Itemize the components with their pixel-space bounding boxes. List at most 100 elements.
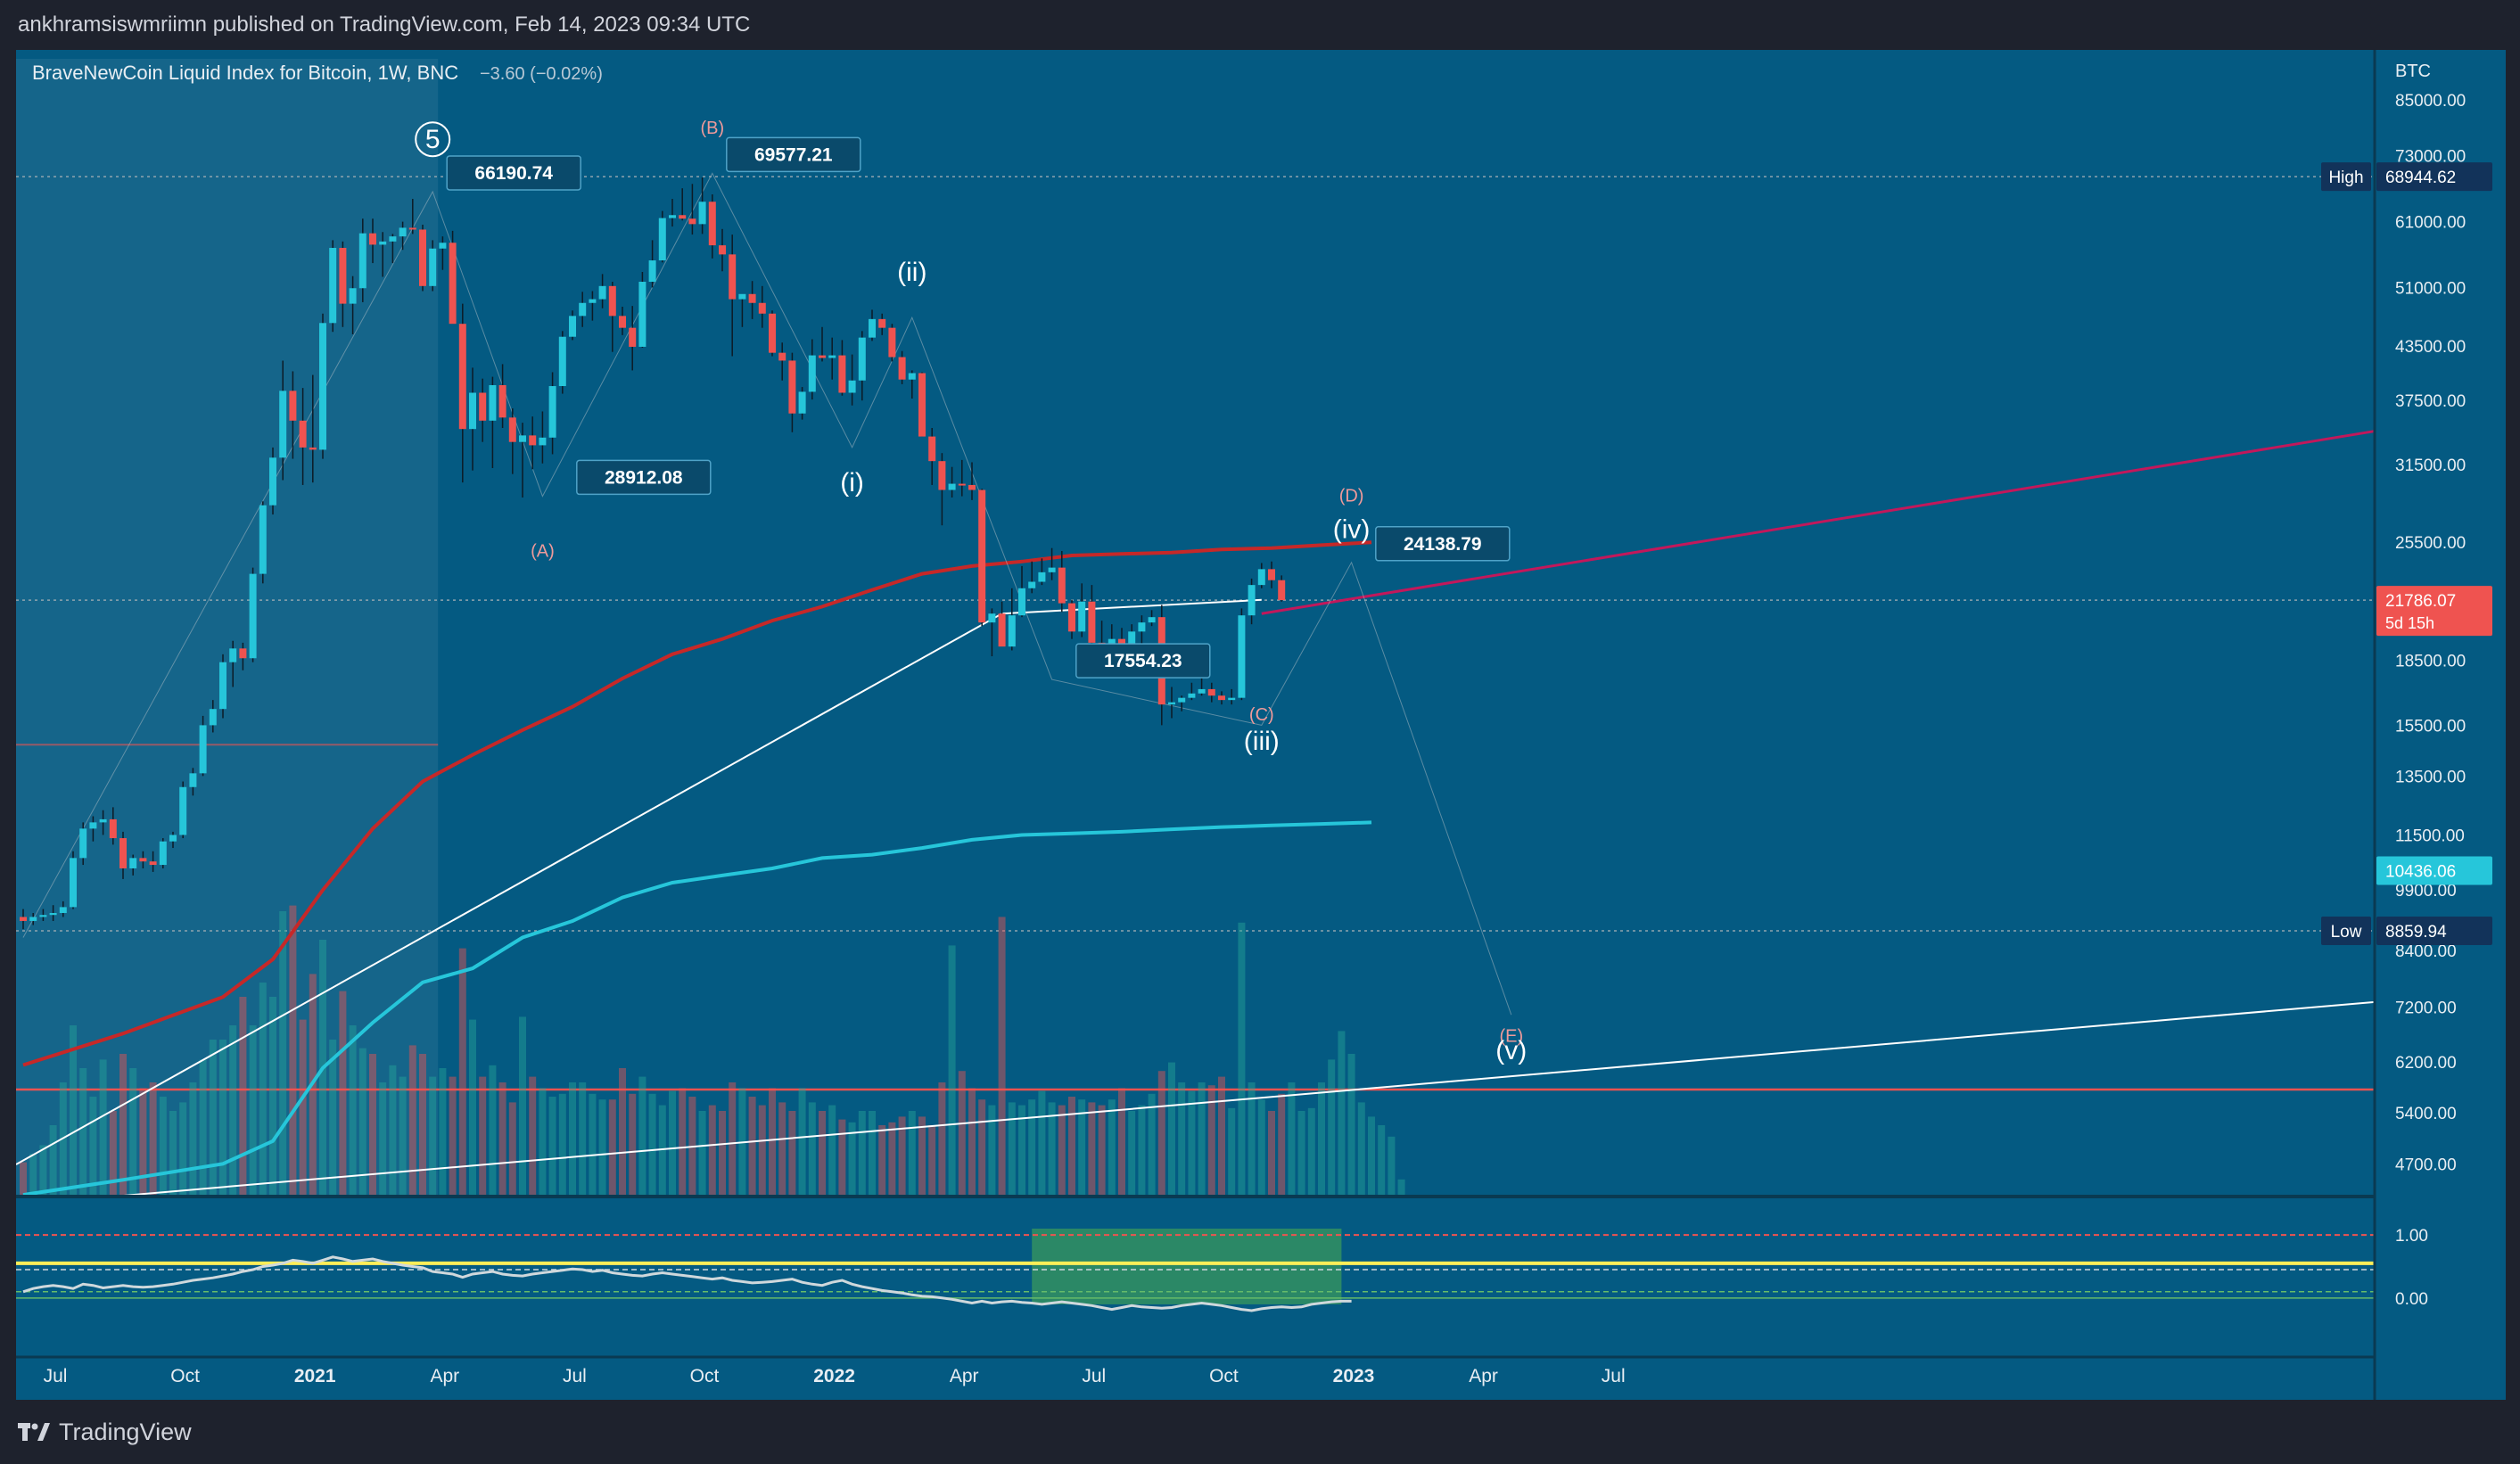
candle-body <box>109 818 117 839</box>
wave-label: (i) <box>840 468 864 498</box>
candle-body <box>589 299 597 303</box>
candle-body <box>79 828 87 859</box>
candle-body <box>229 648 237 662</box>
volume-bar <box>498 1082 506 1197</box>
volume-bar <box>129 1068 137 1197</box>
price-callout: 69577.21 <box>726 136 861 173</box>
candle-body <box>948 483 956 490</box>
volume-bar <box>529 1076 537 1197</box>
candle-body <box>379 241 387 245</box>
wave-label: (v) <box>1495 1036 1527 1065</box>
volume-bar <box>389 1065 397 1197</box>
price-tick-label: 6200.00 <box>2395 1054 2457 1073</box>
ma-value-marker-value: 10436.06 <box>2385 862 2456 881</box>
wave-label: (B) <box>700 119 724 138</box>
oscillator-line <box>22 1255 1352 1312</box>
price-tick-label: 37500.00 <box>2395 392 2466 411</box>
volume-bar <box>179 1102 187 1197</box>
volume-bar <box>39 1145 47 1197</box>
volume-bar <box>508 1102 516 1197</box>
candle-body <box>439 243 447 249</box>
candle-body <box>269 457 276 506</box>
volume-bar <box>1228 1107 1236 1197</box>
tradingview-logo[interactable]: TradingView <box>18 1414 192 1450</box>
volume-bar <box>918 1116 926 1197</box>
wave-label: (ii) <box>897 258 926 287</box>
volume-bar <box>449 1076 457 1197</box>
high-marker: High 68944.62 <box>2321 162 2492 192</box>
candle-body <box>1248 585 1256 616</box>
price-chart[interactable]: 66190.74 69577.21 28912.08 17554.23 24138.79… <box>15 50 2506 1400</box>
volume-bar <box>778 1102 786 1197</box>
chart-area[interactable]: 66190.74 69577.21 28912.08 17554.23 24138.79… <box>15 50 2506 1400</box>
shaded-zone <box>16 59 439 1197</box>
volume-bar <box>1198 1082 1206 1197</box>
volume-bar <box>548 1097 556 1197</box>
high-marker-tag <box>2321 162 2371 192</box>
candle-body <box>928 436 936 462</box>
ma-cyan-line <box>22 820 1372 1197</box>
candle-body <box>608 285 616 317</box>
volume-bar <box>1018 1105 1025 1197</box>
candle-body <box>498 384 506 418</box>
volume-bar <box>1357 1102 1365 1197</box>
candle-body <box>199 725 207 774</box>
callout-text: 66190.74 <box>474 163 553 184</box>
volume-bar <box>648 1093 656 1197</box>
volume-bar <box>769 1088 776 1197</box>
candle-body <box>1178 697 1186 703</box>
volume-bar <box>1207 1085 1215 1197</box>
volume-bar <box>569 1082 576 1197</box>
candle-body <box>489 384 497 421</box>
candle-body <box>508 417 516 442</box>
candle-body <box>669 215 676 218</box>
candle-body <box>149 861 157 866</box>
volume-bar <box>1178 1082 1186 1197</box>
callout-text: 24138.79 <box>1404 534 1482 555</box>
candle-body <box>408 227 416 230</box>
last-price-marker: 21786.07 5d 15h <box>2376 586 2492 637</box>
volume-bar <box>49 1125 57 1197</box>
volume-bar <box>878 1125 886 1197</box>
volume-bar <box>519 1016 526 1197</box>
candle-body <box>1188 693 1196 698</box>
volume-bar <box>89 1097 97 1197</box>
volume-bar <box>79 1068 87 1197</box>
callout-text: 28912.08 <box>605 467 683 488</box>
candle-body <box>1168 702 1175 705</box>
candle-body <box>1218 695 1225 701</box>
candle-body <box>819 355 826 358</box>
volume-bar <box>1238 922 1246 1197</box>
candle-body <box>39 915 47 917</box>
candle-body <box>309 447 317 450</box>
high-marker-tag-label: High <box>2328 169 2363 187</box>
candle-body <box>329 248 337 324</box>
candle-body <box>1228 697 1236 701</box>
volume-bar <box>99 1059 107 1197</box>
candle-body <box>938 461 946 490</box>
volume-bar <box>1028 1099 1036 1197</box>
volume-bar <box>819 1111 826 1197</box>
candle-body <box>679 215 687 219</box>
candle-body <box>539 437 547 446</box>
volume-bar <box>729 1082 737 1197</box>
volume-bar <box>1078 1099 1086 1197</box>
publisher-text: ankhramsiswmriimn published on TradingVi… <box>18 12 751 37</box>
candle-body <box>719 245 726 255</box>
last-price-marker-countdown: 5d 15h <box>2385 614 2434 632</box>
volume-bar <box>629 1093 637 1197</box>
volume-bar <box>219 1040 226 1197</box>
volume-bar <box>658 1105 666 1197</box>
candle-body <box>70 858 77 908</box>
volume-bar <box>408 1045 416 1197</box>
volume-bar <box>869 1111 876 1197</box>
volume-bar <box>399 1076 407 1197</box>
volume-bar <box>1278 1093 1286 1197</box>
volume-bar <box>1168 1062 1175 1197</box>
volume-bar <box>988 1105 996 1197</box>
volume-bar <box>1297 1111 1305 1197</box>
candle-body <box>778 352 786 361</box>
volume-bar <box>289 905 297 1197</box>
candle-body <box>798 391 806 414</box>
volume-bar <box>29 1154 37 1197</box>
